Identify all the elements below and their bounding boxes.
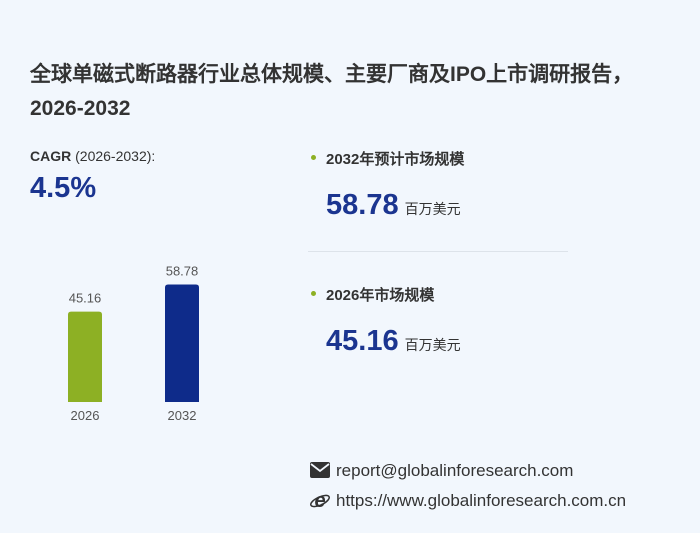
bullet <box>311 291 316 296</box>
bar-chart: 45.16 2026 58.78 2032 <box>68 263 199 423</box>
stat: 58.78 百万美元 <box>326 189 461 222</box>
stat-label: 2032年预计市场规模 <box>326 151 465 168</box>
cagr-value: 4.5% <box>30 172 97 204</box>
title: 全球单磁式断路器行业总体规模、主要厂商及IPO上市调研报告，2026-2032 <box>30 63 634 120</box>
data-label: 58.78 <box>166 263 199 278</box>
url[interactable]: https://www.globalinforesearch.com.cn <box>336 491 627 510</box>
stat-unit: 百万美元 <box>404 337 461 353</box>
x-tick-label: 2032 <box>168 408 197 423</box>
stat-unit: 百万美元 <box>404 201 461 217</box>
email[interactable]: report@globalinforesearch.com <box>336 461 574 480</box>
mail-icon <box>310 462 330 478</box>
data-label: 45.16 <box>69 291 102 306</box>
stat-label: 2026年市场规模 <box>326 287 435 304</box>
cagr-name: CAGR <box>30 148 72 164</box>
stat: 45.16 百万美元 <box>326 325 461 358</box>
cagr-label: CAGR (2026-2032): <box>30 148 155 164</box>
divider <box>308 251 568 252</box>
bar <box>165 284 199 402</box>
cagr-period: (2026-2032): <box>75 148 156 164</box>
bullet <box>311 155 316 160</box>
bar <box>68 311 102 402</box>
browser-icon: e <box>310 491 330 511</box>
stat-value: 58.78 <box>326 189 399 221</box>
svg-text:e: e <box>314 491 325 511</box>
stat-value: 45.16 <box>326 325 399 357</box>
x-tick-label: 2026 <box>71 408 100 423</box>
